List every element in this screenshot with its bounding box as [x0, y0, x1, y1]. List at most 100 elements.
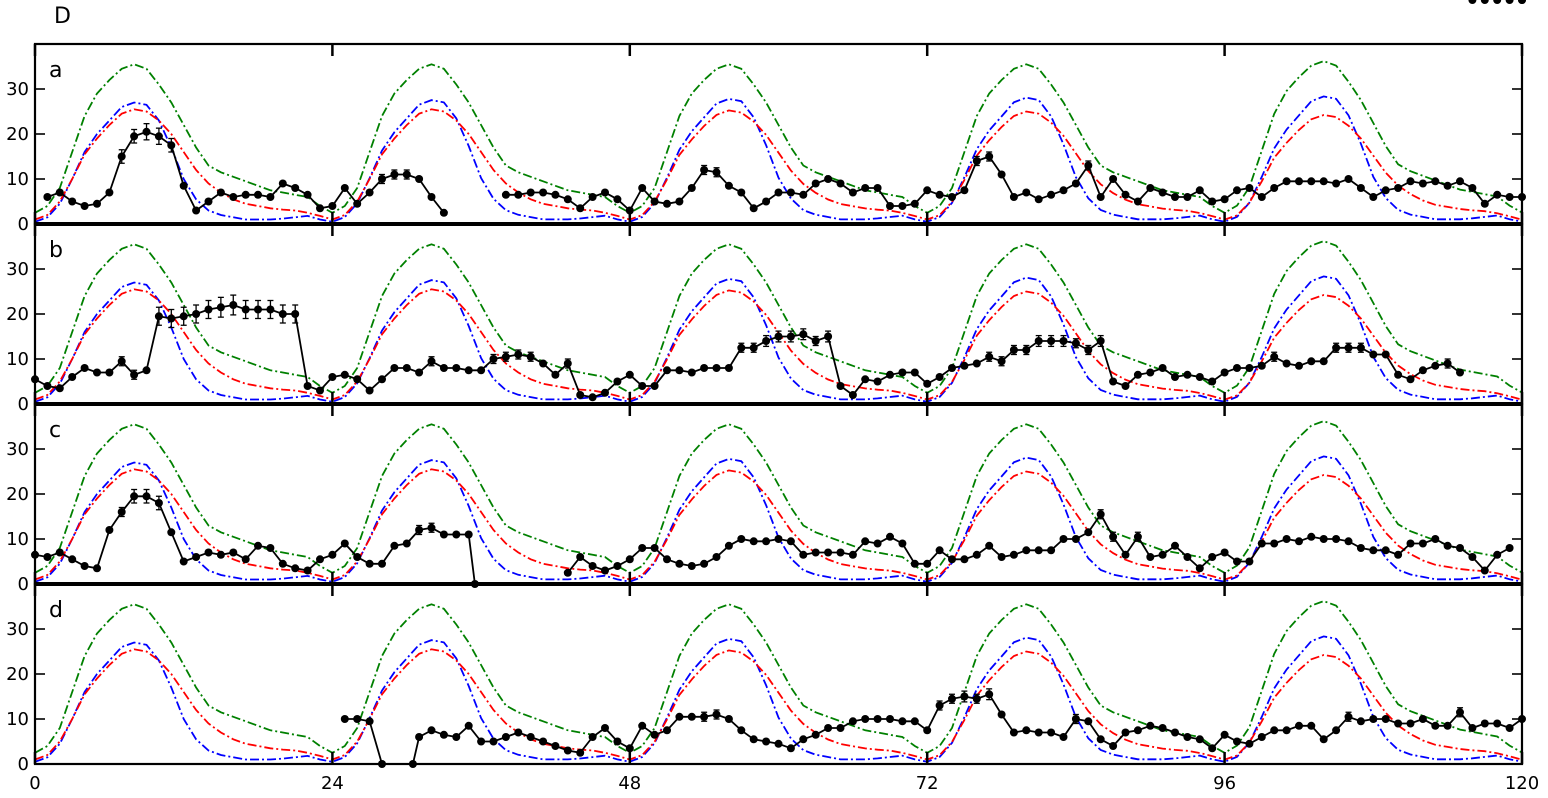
data-point [935, 546, 944, 555]
data-point [254, 190, 262, 199]
data-point [1121, 382, 1130, 390]
data-point [390, 170, 399, 179]
data-point [972, 157, 981, 165]
data-point [192, 206, 201, 215]
data-point [477, 366, 486, 375]
data-point [1480, 0, 1489, 4]
data-point [55, 188, 64, 197]
data-point [799, 330, 808, 339]
data-point [43, 382, 52, 390]
data-point [464, 721, 473, 730]
data-point [1381, 350, 1390, 359]
data-point [303, 566, 312, 575]
data-point [80, 364, 89, 372]
data-point [1344, 175, 1353, 183]
data-point [762, 337, 771, 345]
data-point [675, 197, 684, 206]
data-point [1084, 346, 1093, 354]
figure-label: D [54, 4, 71, 29]
data-point [105, 526, 114, 534]
data-point [1084, 528, 1093, 537]
data-point [923, 379, 932, 388]
data-point [43, 553, 52, 561]
data-point [142, 492, 151, 501]
data-point [588, 733, 597, 741]
data-point [1257, 733, 1266, 741]
data-point [1009, 346, 1018, 354]
data-point [452, 530, 461, 539]
data-point [93, 199, 101, 208]
data-layer [31, 0, 1526, 768]
data-point [1047, 728, 1056, 737]
data-point [848, 550, 857, 559]
data-point [526, 188, 535, 197]
data-point [1183, 370, 1192, 379]
y-tick-label: 10 [6, 169, 29, 190]
data-point [80, 202, 89, 210]
data-point [724, 541, 733, 550]
data-point [427, 523, 436, 532]
data-point [1319, 535, 1328, 543]
data-point [1146, 184, 1155, 192]
data-point [898, 539, 907, 548]
data-point [910, 368, 919, 377]
data-point [650, 382, 659, 390]
data-point [898, 368, 907, 377]
y-tick-label: 30 [6, 439, 29, 460]
data-point [427, 193, 436, 201]
data-point [1233, 186, 1241, 195]
reference-curve-0-panel-d [34, 600, 1523, 754]
data-line-panel-a-0 [47, 130, 445, 214]
data-point [1282, 726, 1291, 735]
data-point [923, 559, 932, 568]
data-point [117, 152, 126, 161]
data-point [439, 364, 448, 372]
data-point [142, 127, 151, 136]
data-point [811, 337, 820, 345]
data-point [588, 193, 597, 201]
data-point [1195, 564, 1204, 573]
data-point [638, 721, 647, 730]
data-point [1381, 546, 1390, 555]
data-point [1418, 179, 1427, 188]
data-point [712, 364, 721, 372]
data-point [997, 710, 1006, 719]
data-point [365, 717, 374, 726]
data-point [997, 357, 1006, 366]
data-point [663, 726, 671, 735]
data-point [1233, 364, 1241, 372]
data-point [1059, 733, 1068, 741]
data-point [1443, 359, 1452, 368]
data-point [1195, 373, 1204, 381]
data-point [142, 366, 151, 375]
data-point [1381, 186, 1390, 195]
data-point [526, 352, 535, 361]
data-point [316, 204, 324, 213]
data-point [663, 366, 671, 375]
data-point [650, 730, 659, 739]
data-point [179, 312, 188, 321]
data-point [1009, 193, 1018, 201]
data-point [192, 310, 201, 318]
data-point [1406, 539, 1415, 548]
data-point [1096, 510, 1105, 519]
y-tick-label: 30 [6, 259, 29, 280]
data-point [1406, 375, 1415, 384]
data-point [154, 312, 163, 321]
data-point [1381, 715, 1390, 723]
data-point [539, 737, 548, 746]
data-point [848, 717, 857, 726]
data-point [1332, 535, 1341, 543]
data-point [985, 541, 994, 550]
data-point [439, 730, 448, 739]
data-point [563, 359, 572, 368]
data-point [886, 715, 894, 723]
data-point [650, 544, 659, 552]
data-point [1456, 177, 1464, 186]
data-point [551, 190, 560, 199]
reference-curve-2-panel-a [34, 108, 1523, 221]
data-point [378, 375, 386, 384]
data-point [1295, 177, 1303, 186]
data-point [1493, 0, 1502, 4]
